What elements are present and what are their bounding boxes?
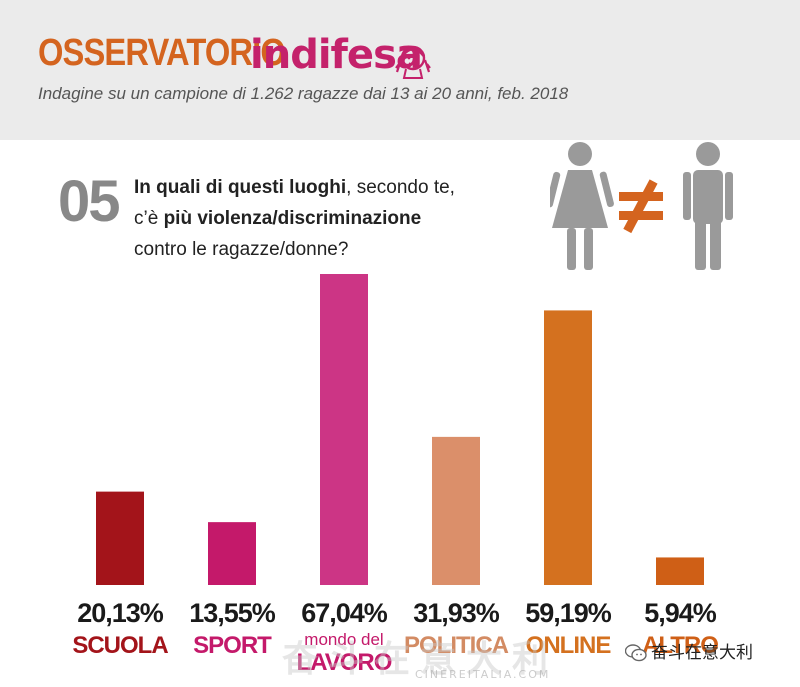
brand-logo-text: OSSERVATORIO indifesa bbox=[38, 32, 423, 80]
bar-4 bbox=[544, 310, 592, 585]
category-label-0: SCUOLA bbox=[72, 632, 168, 659]
value-label-0: 20,13% bbox=[77, 598, 164, 628]
bar-5 bbox=[656, 557, 704, 585]
man-icon bbox=[683, 142, 733, 270]
value-label-5: 5,94% bbox=[644, 598, 717, 628]
question-number: 05 bbox=[58, 169, 120, 234]
girl-face-icon bbox=[395, 45, 431, 79]
wechat-icon bbox=[625, 644, 647, 662]
question-line2-bold: più violenza/discriminazione bbox=[163, 208, 422, 229]
gender-inequality-graphic bbox=[550, 142, 733, 270]
watermark-left: 奋斗在意大利 bbox=[282, 639, 559, 680]
bar-2 bbox=[320, 274, 368, 585]
watermark-right-text: 奋斗在意大利 bbox=[651, 643, 753, 663]
brand-indifesa: indifesa bbox=[250, 32, 423, 78]
category-label-5: ALTRO bbox=[642, 632, 718, 659]
brand-osservatorio: OSSERVATORIO bbox=[38, 32, 286, 74]
question-line1-rest: , secondo te, bbox=[346, 177, 455, 198]
header-band: OSSERVATORIO indifesa Indagine su un cam… bbox=[0, 0, 800, 140]
category-label-3: POLITICA bbox=[404, 632, 509, 659]
bar-0 bbox=[96, 491, 144, 585]
value-label-3: 31,93% bbox=[413, 598, 500, 628]
category-label-1: SPORT bbox=[193, 632, 272, 659]
value-label-4: 59,19% bbox=[525, 598, 612, 628]
bar-1 bbox=[208, 522, 256, 585]
category-label-2-line2: LAVORO bbox=[297, 649, 392, 676]
value-label-2: 67,04% bbox=[301, 598, 388, 628]
survey-subtitle: Indagine su un campione di 1.262 ragazze… bbox=[38, 84, 569, 103]
question-text: In quali di questi luoghi, secondo te, c… bbox=[134, 172, 534, 265]
category-label-4: ONLINE bbox=[526, 632, 612, 659]
watermark-right: 奋斗在意大利 bbox=[625, 638, 753, 663]
not-equal-icon bbox=[619, 179, 663, 234]
question-line3: contro le ragazze/donne? bbox=[134, 239, 349, 260]
woman-icon bbox=[550, 142, 614, 270]
question-line1-bold: In quali di questi luoghi bbox=[134, 177, 347, 198]
question-line2-pre: c’è bbox=[134, 208, 164, 229]
category-label-2-line1: mondo del bbox=[304, 630, 383, 649]
bar-3 bbox=[432, 436, 480, 585]
value-label-1: 13,55% bbox=[189, 598, 276, 628]
watermark-left-sub: CINEREITALIA.COM bbox=[415, 668, 551, 681]
